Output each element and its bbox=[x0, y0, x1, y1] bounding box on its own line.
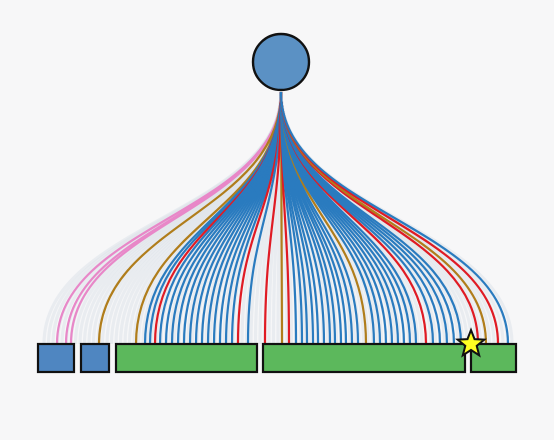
tree-link bbox=[69, 91, 283, 345]
tree-link bbox=[97, 91, 283, 345]
child-node-1 bbox=[36, 342, 76, 374]
child-node-2 bbox=[79, 342, 111, 374]
root-node bbox=[251, 32, 311, 92]
link-group bbox=[55, 91, 510, 345]
child-node-3 bbox=[114, 342, 259, 374]
star-icon bbox=[455, 327, 487, 358]
child-node-5 bbox=[469, 342, 518, 374]
tree-link bbox=[279, 91, 510, 345]
node-group bbox=[36, 32, 518, 374]
child-node-4 bbox=[261, 342, 467, 374]
